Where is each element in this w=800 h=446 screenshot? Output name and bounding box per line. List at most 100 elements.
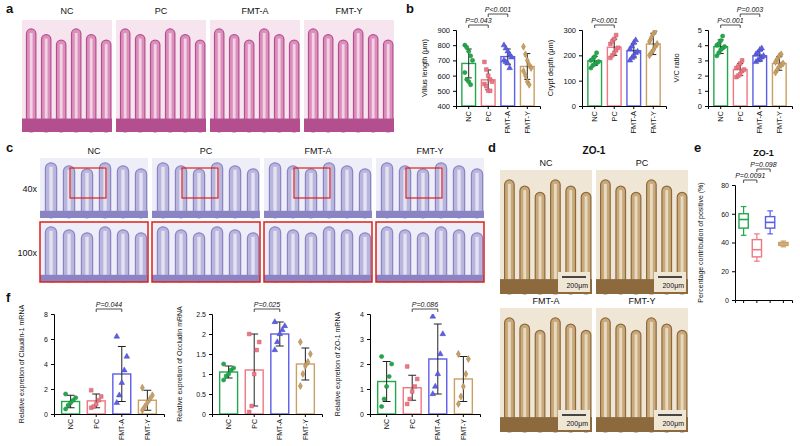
error-bar [143,390,151,410]
x-tick-mark [633,106,634,109]
y-tick: 5 [698,26,708,35]
data-point [247,332,251,336]
villus-core [457,170,460,218]
villus-core [345,170,348,218]
y-tick-mark [579,81,582,82]
villus [157,163,168,218]
villus-core [604,322,607,432]
villus [247,233,258,282]
muscle-layer [22,119,112,132]
data-point [387,374,391,378]
x-axis-line [457,107,541,110]
box-whisker-cap [767,233,773,234]
y-axis: 020406080 [721,182,735,304]
bar [220,372,238,414]
y-tick-mark [51,364,54,365]
data-point [470,58,474,62]
data-point [413,385,417,389]
villus [369,35,378,132]
micrograph-ground [152,158,260,218]
figure: abcdefNCPCFMT-AFMT-YNCPCFMT-AFMT-Y40x100… [0,0,800,446]
x-tick-mark [121,414,122,417]
panel-a: NCPCFMT-AFMT-Y [22,6,394,132]
y-tick-mark [453,60,456,61]
y-tick-label: 2 [44,386,48,393]
y-tick-mark [732,300,735,301]
muscle-layer [264,275,372,282]
x-tick-label: FMT-A [276,419,283,440]
y-axis-line [209,315,213,415]
muscle-layer [304,119,394,132]
panel-letter: d [488,140,496,155]
x-tick: FMT-Y [302,414,309,440]
micrograph-ground [116,20,206,132]
scale-bar-label: 200μm [662,282,684,290]
micrograph [500,170,592,294]
y-tick-mark [705,60,708,61]
micrograph-ground [152,222,260,282]
y-tick: 0 [44,411,54,418]
p-value-label: P<0.001 [591,17,617,24]
x-tick-label: FMT-Y [649,111,658,134]
villus-core [273,231,276,282]
data-point [301,371,305,378]
villus-core [169,33,172,132]
villus [535,330,545,432]
y-tick: 3 [698,56,708,65]
data-point [469,54,473,58]
x-tick-label: NC [590,110,599,121]
x-tick-label: NC [716,110,725,121]
villus [63,166,74,218]
data-point [781,60,785,67]
villus [229,166,240,218]
y-tick: 6 [44,336,54,343]
y-axis-line [579,31,583,107]
villus [309,29,318,132]
data-point [521,43,525,50]
villus [135,169,146,218]
villus [81,233,92,282]
y-tick-label: 100 [563,77,576,86]
x-tick [783,300,784,303]
y-axis-title: Relative expretion of Claudin-1 mRNA [18,305,26,424]
label-patch [558,410,590,430]
villus-core [273,167,276,218]
data-point [722,45,726,49]
y-axis: 400500600700800900 [437,26,456,111]
zoom-frame [40,222,148,282]
y-tick-label: 8 [44,311,48,318]
data-point [298,339,302,346]
villus-core [103,231,106,282]
data-point [114,333,120,338]
muscle-layer [376,211,484,218]
data-point [507,65,513,70]
significance-bracket [595,25,615,28]
y-tick-mark [705,76,708,77]
villus-core [49,231,52,282]
x-tick [770,300,771,303]
villus [631,192,641,294]
data-point [740,59,744,63]
y-tick-label: 500 [437,87,450,96]
data-point [596,60,600,64]
chart-bar: 00.511.522.5NCPCFMT-AFMT-YRelative expre… [176,301,323,441]
y-tick: 2 [360,361,370,368]
villus-core [184,39,187,132]
y-tick: 4 [44,361,54,368]
villus-core [233,170,236,218]
x-tick-mark [653,106,654,109]
error-bar-stem [412,375,413,400]
villus [247,169,258,218]
y-tick: 600 [437,72,456,81]
y-tick-mark [453,30,456,31]
villus-core [327,39,330,132]
x-tick-label: FMT-Y [775,111,784,134]
x-tick: NC [383,414,390,429]
villus [341,230,352,282]
error-bar-cap [250,334,258,335]
y-tick-mark [453,91,456,92]
bar [714,47,728,106]
panel-title: ZO-1 [583,145,606,156]
y-tick-mark [367,389,370,390]
data-point [116,392,122,397]
